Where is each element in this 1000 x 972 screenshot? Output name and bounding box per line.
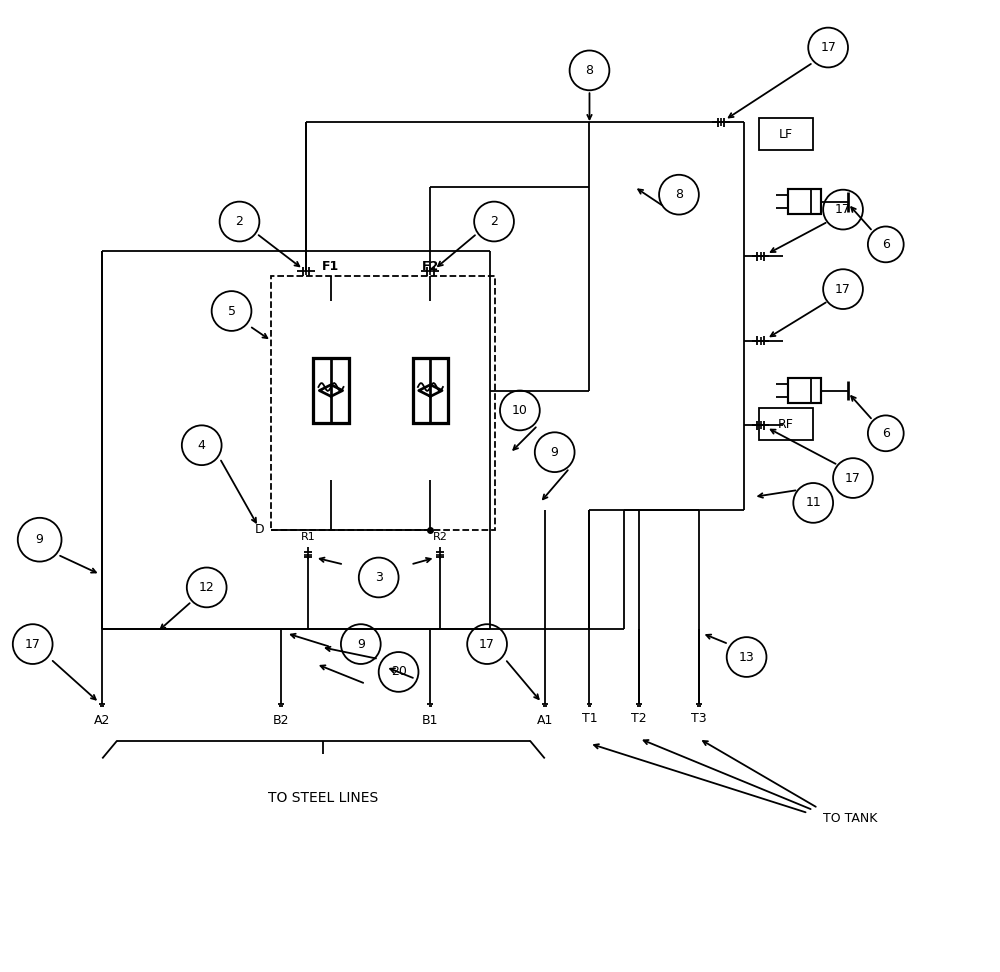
Text: F2: F2 (422, 260, 439, 273)
Text: 2: 2 (490, 215, 498, 228)
Bar (413, 359, 448, 423)
Text: 17: 17 (835, 283, 851, 295)
Text: LF: LF (778, 127, 792, 141)
Text: D: D (255, 523, 264, 537)
Text: 17: 17 (479, 638, 495, 650)
Text: RF: RF (777, 418, 793, 431)
Text: 2: 2 (236, 215, 243, 228)
Text: A1: A1 (537, 714, 553, 727)
Text: R1: R1 (301, 532, 315, 541)
Bar (271, 276, 495, 530)
Text: 3: 3 (375, 571, 383, 584)
Text: 9: 9 (551, 446, 559, 459)
Bar (759, 408, 813, 440)
Text: 5: 5 (228, 304, 236, 318)
Text: 9: 9 (357, 638, 365, 650)
Text: TO STEEL LINES: TO STEEL LINES (268, 791, 378, 805)
Text: 20: 20 (391, 666, 407, 678)
Bar (788, 190, 821, 214)
Text: T3: T3 (691, 712, 707, 725)
Text: B2: B2 (273, 714, 290, 727)
Text: 8: 8 (675, 189, 683, 201)
Text: 17: 17 (25, 638, 41, 650)
Text: 10: 10 (512, 404, 528, 417)
Text: 17: 17 (820, 41, 836, 54)
Bar (788, 378, 821, 403)
Text: 12: 12 (199, 581, 215, 594)
Bar (759, 119, 813, 150)
Text: 11: 11 (805, 497, 821, 509)
Text: 8: 8 (585, 64, 593, 77)
Text: 4: 4 (198, 438, 206, 452)
Text: B1: B1 (422, 714, 439, 727)
Text: F1: F1 (322, 260, 340, 273)
Text: 6: 6 (882, 427, 890, 439)
Text: T2: T2 (631, 712, 647, 725)
Text: 17: 17 (845, 471, 861, 485)
Bar (313, 359, 349, 423)
Text: TO TANK: TO TANK (823, 812, 878, 824)
Text: 9: 9 (36, 534, 44, 546)
Text: 6: 6 (882, 238, 890, 251)
Text: R2: R2 (433, 532, 448, 541)
Text: T1: T1 (582, 712, 597, 725)
Text: 17: 17 (835, 203, 851, 216)
Text: 13: 13 (739, 650, 754, 664)
Text: A2: A2 (94, 714, 110, 727)
